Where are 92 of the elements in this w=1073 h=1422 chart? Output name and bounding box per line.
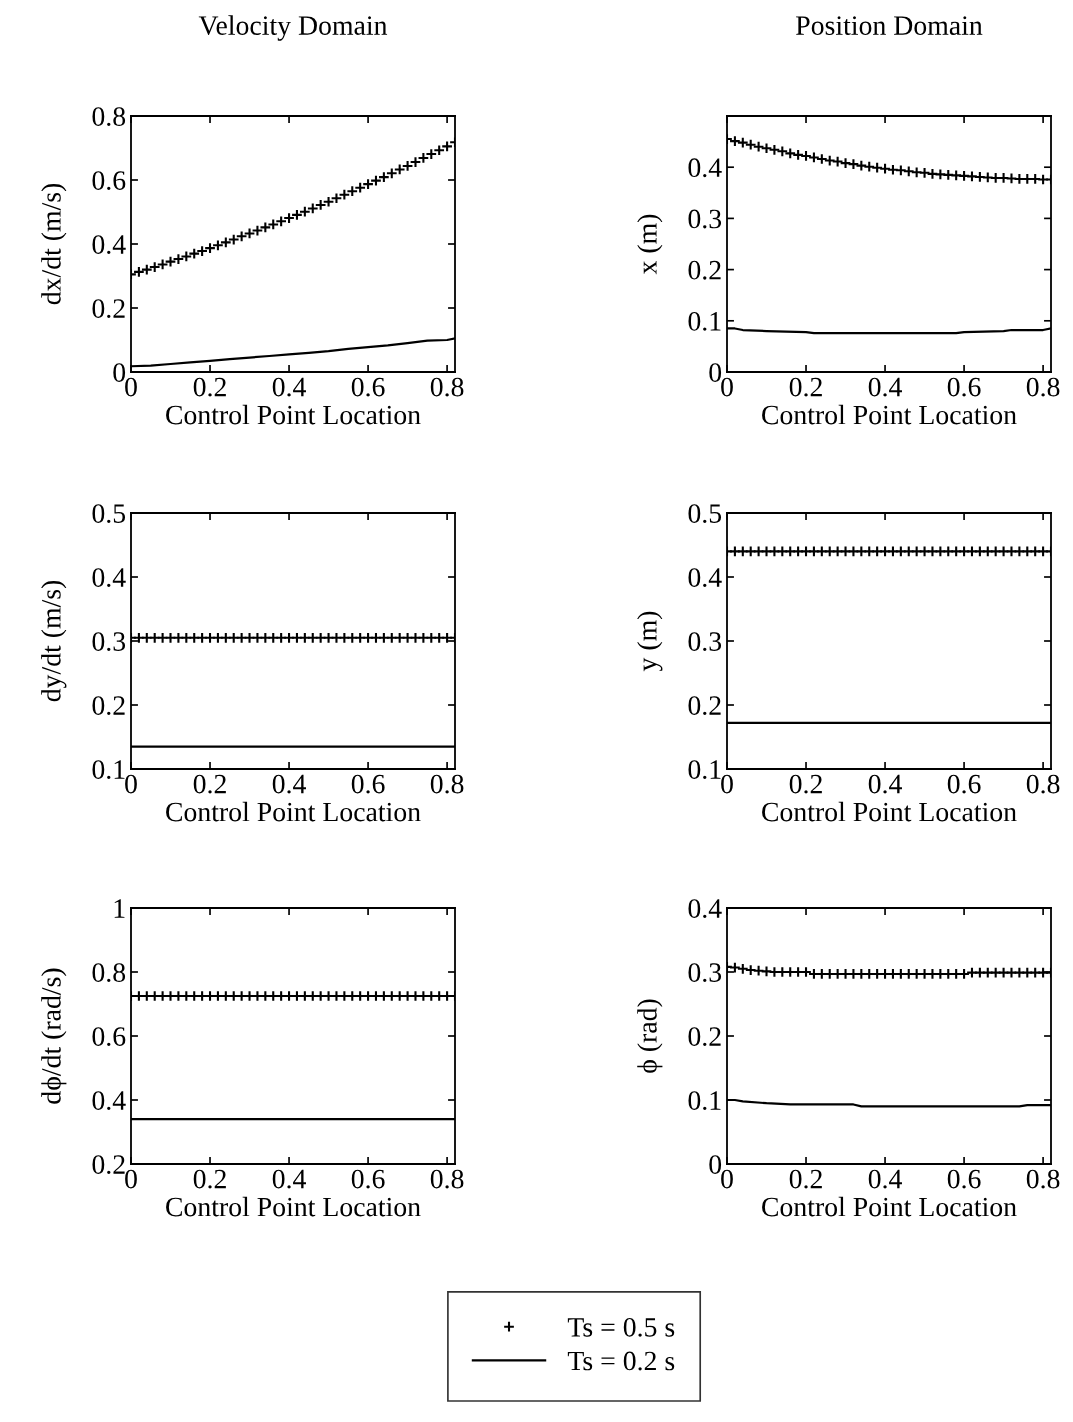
point [776,145,789,158]
x-axis-title: Control Point Location [762,404,1017,425]
x-tick-label: 0.2 [789,774,822,794]
x-tick-label: 0.4 [868,1169,902,1189]
x-axis-title: Control Point Location [762,1196,1017,1217]
x-tick-label: 0.2 [193,774,226,794]
point [736,136,749,149]
y-axis-title: dϕ/dt (rad/s) [41,968,67,1104]
y-tick-label: 0.6 [92,171,126,191]
point [966,170,978,183]
y-tick-label: 0.2 [688,696,721,716]
y-tick-label: 0.2 [92,1155,125,1175]
y-tick-label: 0.5 [92,504,126,524]
y-axis-title: dy/dt (m/s) [41,580,67,702]
y-tick-label: 0.4 [688,158,722,178]
legend-label: Ts = 0.5 s [567,1317,675,1337]
y-tick-label: 0.3 [688,632,722,652]
y-tick-label: 0.4 [92,1091,126,1111]
point [729,135,741,147]
point [934,168,947,181]
point [815,153,828,165]
point [902,165,915,178]
y-axis-title: ϕ (rad) [637,999,663,1073]
x-tick-label: 0.8 [1026,1169,1060,1189]
x-axis-title: Control Point Location [166,404,421,425]
y-tick-label: 0.2 [92,696,125,716]
y-tick-label: 0.3 [92,632,126,652]
x-tick-label: 0.8 [1026,774,1060,794]
point [808,151,820,164]
y-axis-title: x (m) [637,214,663,275]
y-axis-title: dx/dt (m/s) [41,183,67,305]
y-tick-label: 0.2 [688,1027,721,1047]
x-tick-label: 0.6 [947,774,981,794]
point [831,155,844,168]
y-tick-label: 0.8 [92,963,126,983]
x-tick-label: 0.2 [193,1169,226,1189]
y-tick-label: 0.1 [92,760,125,780]
chart-title: Velocity Domain [198,15,388,41]
y-tick-label: 0.1 [688,1091,721,1111]
point [910,166,923,179]
x-tick-label: 0.4 [868,774,902,794]
x-tick-label: 0.6 [947,377,981,397]
point [752,140,765,153]
y-tick-label: 0.4 [92,235,126,255]
y-tick-label: 0.3 [688,209,722,229]
point [958,170,970,182]
x-tick-label: 0.4 [272,1169,306,1189]
y-tick-label: 0.3 [688,963,722,983]
point [855,159,868,172]
legend-label: Ts = 0.2 s [567,1351,675,1371]
y-tick-label: 0.2 [688,260,721,280]
point [784,147,797,160]
y-tick-label: 0.6 [92,1027,126,1047]
x-tick-label: 0.4 [272,774,306,794]
x-tick-label: 0.2 [789,377,822,397]
y-tick-label: 0.8 [92,107,126,127]
y-tick-label: 0 [709,1155,722,1174]
point [823,154,836,167]
chart-title: Position Domain [796,16,983,35]
y-tick-label: 0.4 [92,568,126,588]
y-tick-label: 0.1 [688,760,721,780]
x-tick-label: 0.6 [351,1169,385,1189]
y-axis-title: y (m) [637,611,663,672]
x-tick-label: 0.2 [789,1169,822,1189]
x-tick-label: 0.4 [272,377,306,397]
x-tick-label: 0.6 [351,377,385,397]
x-axis-title: Control Point Location [166,801,421,822]
point [981,171,994,184]
x-tick-label: 0.8 [430,377,464,397]
point [1037,173,1049,186]
point [800,150,812,162]
y-tick-label: 0 [113,363,126,382]
x-tick-label: 0.4 [868,377,902,397]
x-tick-label: 0.8 [430,774,464,794]
y-tick-label: 0.1 [688,311,721,331]
y-tick-label: 1 [114,899,125,918]
x-tick-label: 0.6 [351,774,385,794]
y-tick-label: 0.5 [688,504,722,524]
x-tick-label: 0.8 [1026,377,1060,397]
point [863,160,876,173]
point [1005,172,1018,185]
y-tick-label: 0.4 [688,568,722,588]
point [744,138,757,151]
x-tick-label: 0.2 [193,377,226,397]
x-axis-title: Control Point Location [762,801,1017,822]
x-tick-label: 0.8 [430,1169,464,1189]
x-tick-label: 0.6 [947,1169,981,1189]
point [879,162,891,175]
y-tick-label: 0.4 [688,899,722,919]
y-tick-label: 0 [709,363,722,382]
y-tick-label: 0.2 [92,299,125,319]
x-axis-title: Control Point Location [166,1196,421,1217]
